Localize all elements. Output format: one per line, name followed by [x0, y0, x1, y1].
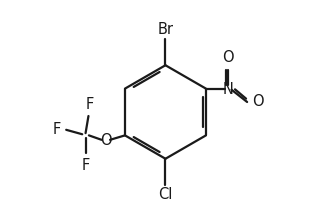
Text: F: F	[53, 122, 61, 137]
Text: Br: Br	[157, 22, 174, 37]
Text: O: O	[223, 50, 234, 65]
Text: Cl: Cl	[158, 187, 173, 202]
Text: O: O	[100, 134, 112, 149]
Text: F: F	[85, 97, 94, 112]
Text: N: N	[223, 82, 234, 97]
Text: F: F	[81, 158, 90, 173]
Text: O: O	[252, 95, 264, 110]
